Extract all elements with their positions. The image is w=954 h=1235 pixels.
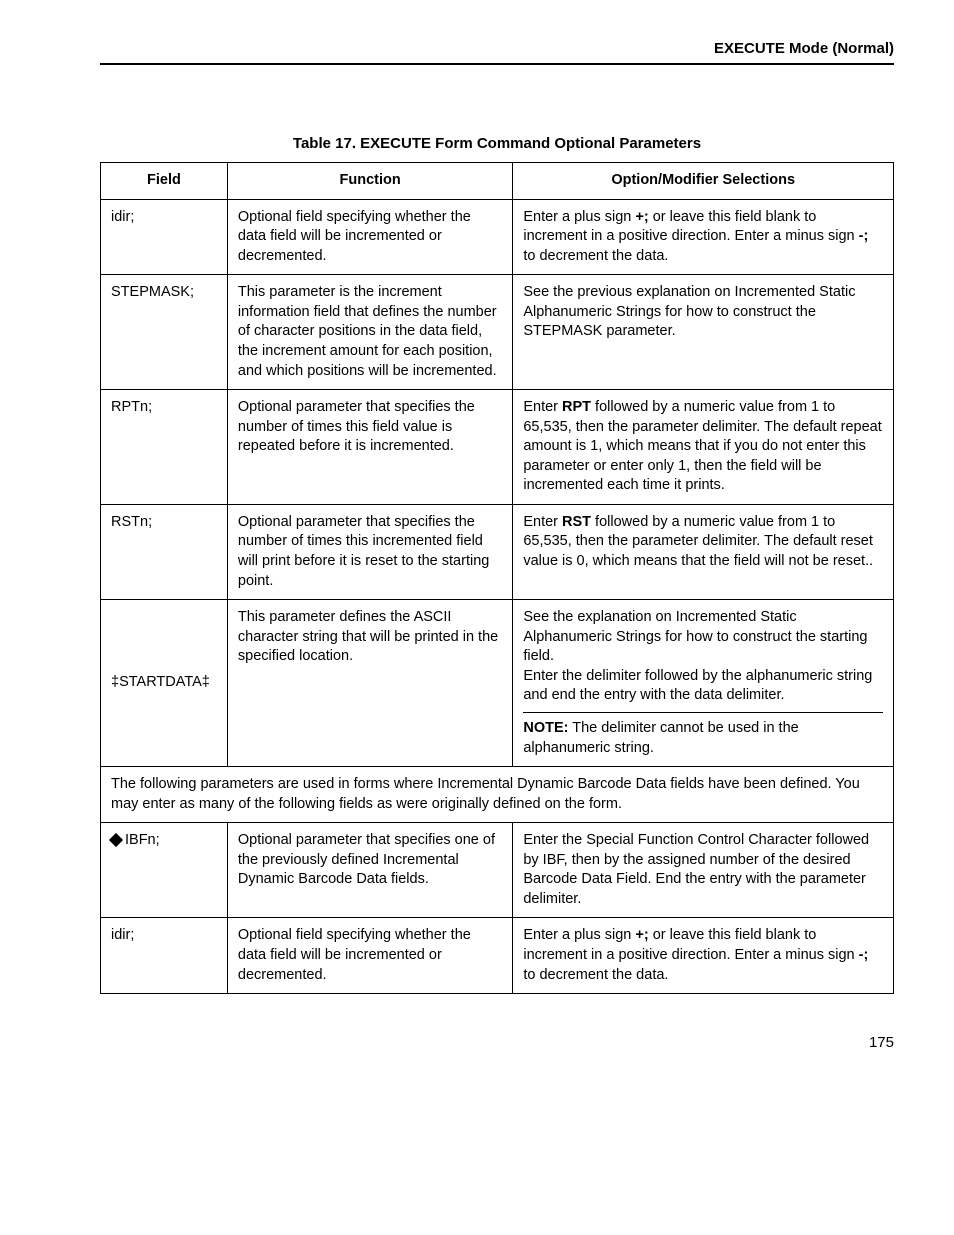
cell-field: RSTn; <box>101 504 228 599</box>
table-row: idir; Optional field specifying whether … <box>101 918 894 994</box>
table-row: idir; Optional field specifying whether … <box>101 199 894 275</box>
page-header: EXECUTE Mode (Normal) <box>100 40 894 65</box>
table-row: ‡STARTDATA‡ This parameter defines the A… <box>101 600 894 767</box>
cell-opt: Enter RPT followed by a numeric value fr… <box>513 390 894 505</box>
cell-opt: See the previous explanation on Incremen… <box>513 275 894 390</box>
table-header-row: Field Function Option/Modifier Selection… <box>101 163 894 200</box>
cell-func: Optional field specifying whether the da… <box>227 199 512 275</box>
diamond-icon <box>109 833 123 847</box>
table-caption: Table 17. EXECUTE Form Command Optional … <box>100 135 894 152</box>
cell-opt: Enter RST followed by a numeric value fr… <box>513 504 894 599</box>
table-row: STEPMASK; This parameter is the incremen… <box>101 275 894 390</box>
cell-field: IBFn; <box>101 823 228 918</box>
cell-opt: Enter a plus sign +; or leave this field… <box>513 918 894 994</box>
table-row: RPTn; Optional parameter that specifies … <box>101 390 894 505</box>
note-label: NOTE: <box>523 720 568 736</box>
col-field-header: Field <box>101 163 228 200</box>
cell-field: STEPMASK; <box>101 275 228 390</box>
cell-func: This parameter defines the ASCII charact… <box>227 600 512 767</box>
col-func-header: Function <box>227 163 512 200</box>
cell-func: Optional field specifying whether the da… <box>227 918 512 994</box>
cell-opt: Enter the Special Function Control Chara… <box>513 823 894 918</box>
cell-field: ‡STARTDATA‡ <box>101 600 228 767</box>
cell-func: Optional parameter that specifies one of… <box>227 823 512 918</box>
span-cell: The following parameters are used in for… <box>101 767 894 823</box>
params-table: Field Function Option/Modifier Selection… <box>100 162 894 994</box>
table-row: IBFn; Optional parameter that specifies … <box>101 823 894 918</box>
opt-main: See the explanation on Incremented Stati… <box>523 608 883 706</box>
note-block: NOTE: The delimiter cannot be used in th… <box>523 712 883 758</box>
cell-field: idir; <box>101 199 228 275</box>
cell-field: RPTn; <box>101 390 228 505</box>
cell-opt: Enter a plus sign +; or leave this field… <box>513 199 894 275</box>
cell-func: Optional parameter that specifies the nu… <box>227 504 512 599</box>
table-span-row: The following parameters are used in for… <box>101 767 894 823</box>
col-opt-header: Option/Modifier Selections <box>513 163 894 200</box>
cell-func: Optional parameter that specifies the nu… <box>227 390 512 505</box>
page-number: 175 <box>100 1034 894 1051</box>
table-row: RSTn; Optional parameter that specifies … <box>101 504 894 599</box>
cell-field: idir; <box>101 918 228 994</box>
cell-func: This parameter is the increment informat… <box>227 275 512 390</box>
cell-opt: See the explanation on Incremented Stati… <box>513 600 894 767</box>
header-title: EXECUTE Mode (Normal) <box>714 40 894 57</box>
